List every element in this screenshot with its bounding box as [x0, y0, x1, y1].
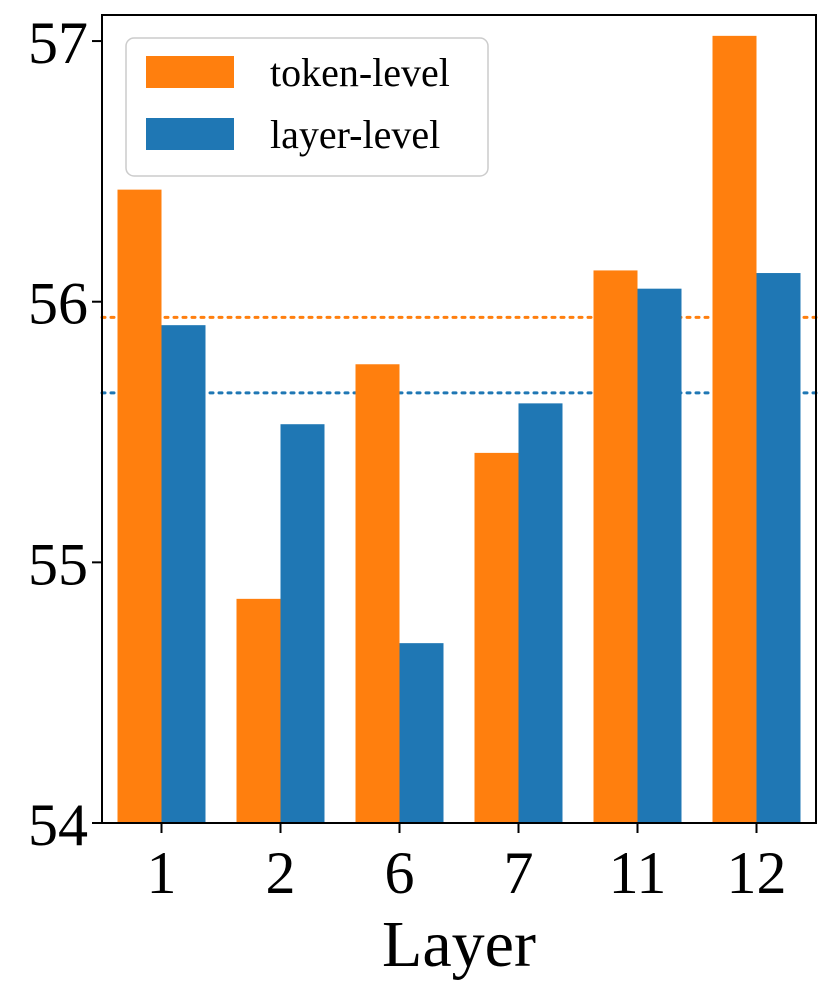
x-axis-label: Layer	[382, 908, 536, 981]
y-tick-label: 56	[28, 271, 88, 337]
legend-label-token-level: token-level	[270, 50, 450, 95]
bar-layer-level-12	[756, 273, 801, 823]
legend-label-layer-level: layer-level	[270, 112, 440, 157]
bar-token-level-7	[474, 452, 519, 823]
reference-lines	[100, 315, 818, 395]
legend-swatch-token-level	[146, 56, 234, 88]
y-tick-label: 57	[28, 10, 88, 76]
bars	[117, 35, 801, 823]
bar-layer-level-2	[280, 424, 325, 823]
bar-layer-level-7	[518, 403, 563, 823]
x-axis: 1 2 6 7 11 12	[147, 823, 787, 906]
bar-token-level-6	[355, 364, 400, 823]
bar-token-level-1	[117, 189, 162, 823]
y-tick-label: 55	[28, 531, 88, 597]
y-axis: 54 55 56 57	[28, 10, 102, 858]
legend-swatch-layer-level	[146, 118, 234, 150]
plot-frame	[101, 14, 817, 824]
x-tick-label: 12	[727, 840, 787, 906]
x-tick-label: 6	[385, 840, 415, 906]
legend: token-level layer-level	[125, 37, 489, 177]
bar-layer-level-6	[399, 643, 444, 823]
bar-layer-level-1	[161, 325, 206, 823]
y-tick-label: 54	[28, 792, 88, 858]
bar-token-level-12	[712, 35, 757, 823]
x-tick-label: 7	[504, 840, 534, 906]
x-tick-label: 11	[609, 840, 667, 906]
bar-token-level-11	[593, 270, 638, 823]
x-tick-label: 1	[147, 840, 177, 906]
x-tick-label: 2	[266, 840, 296, 906]
bar-layer-level-11	[637, 288, 682, 823]
bar-token-level-2	[236, 598, 281, 823]
